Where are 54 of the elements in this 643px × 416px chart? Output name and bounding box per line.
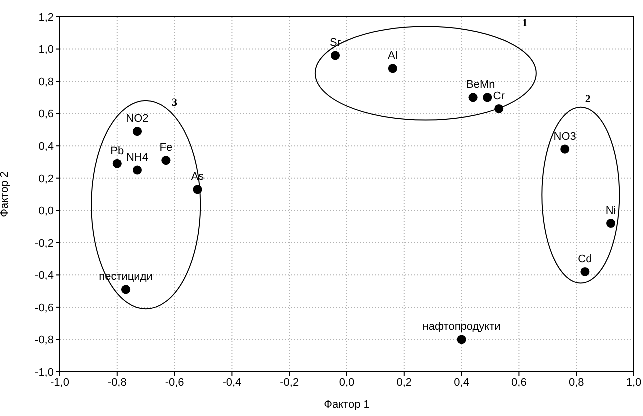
point xyxy=(121,285,131,294)
x-tick-label: 0,0 xyxy=(339,376,355,389)
annotation: 1 xyxy=(522,18,528,30)
point xyxy=(388,64,398,74)
y-tick-label: -0,4 xyxy=(35,270,54,282)
x-tick-label: -0,8 xyxy=(108,376,127,389)
series-label: NO2 xyxy=(126,113,149,126)
series-label: Fe xyxy=(160,142,173,154)
series-label: Be xyxy=(466,79,480,92)
y-axis-title: Фактор 2 xyxy=(0,172,11,218)
x-tick-label: -0,4 xyxy=(222,376,242,389)
series-label: Sr xyxy=(330,37,342,50)
y-tick-label: 0,6 xyxy=(38,108,54,121)
x-tick-label: -0,2 xyxy=(280,376,300,389)
y-tick-label: 0,8 xyxy=(38,76,54,88)
annotation: 2 xyxy=(585,94,592,106)
y-tick-label: 0,4 xyxy=(38,140,54,153)
x-tick-label: 0,8 xyxy=(568,376,584,389)
series-label: Cd xyxy=(578,253,592,266)
point xyxy=(331,51,340,60)
x-axis-title: Фактор 1 xyxy=(324,399,370,411)
point xyxy=(560,144,570,154)
series-label: Cr xyxy=(493,90,506,102)
annotation: 3 xyxy=(172,96,178,109)
x-tick-label: 0,2 xyxy=(396,376,412,389)
point xyxy=(457,335,466,344)
x-tick-label: 0,6 xyxy=(512,376,527,389)
point xyxy=(112,159,122,168)
series-label: нафтопродукти xyxy=(422,321,501,334)
point xyxy=(606,219,616,228)
point xyxy=(468,93,478,102)
y-tick-label: 1,0 xyxy=(38,44,54,56)
x-tick-label: 1,0 xyxy=(626,376,642,389)
y-tick-label: -0,8 xyxy=(35,334,54,347)
series-label: Ni xyxy=(606,205,616,218)
series-label: Mn xyxy=(480,79,496,92)
point xyxy=(580,267,590,276)
y-tick-label: 1,2 xyxy=(38,12,54,24)
series-label: Al xyxy=(388,50,398,62)
x-tick-label: -0,6 xyxy=(165,376,184,389)
x-tick-label: 0,4 xyxy=(454,376,470,389)
y-tick-label: -1,0 xyxy=(35,366,54,379)
series-label: NO3 xyxy=(554,130,576,143)
series-label: NH4 xyxy=(126,152,148,164)
point xyxy=(132,127,142,136)
y-tick-label: 0,2 xyxy=(38,173,54,186)
point xyxy=(483,93,492,102)
point xyxy=(162,156,171,166)
point xyxy=(132,166,142,175)
y-tick-label: -0,2 xyxy=(35,238,54,250)
y-tick-label: -0,6 xyxy=(35,302,54,314)
x-tick-label: -1,0 xyxy=(50,376,70,389)
series-label: Pb xyxy=(110,145,124,158)
y-tick-label: 0,0 xyxy=(38,206,54,218)
